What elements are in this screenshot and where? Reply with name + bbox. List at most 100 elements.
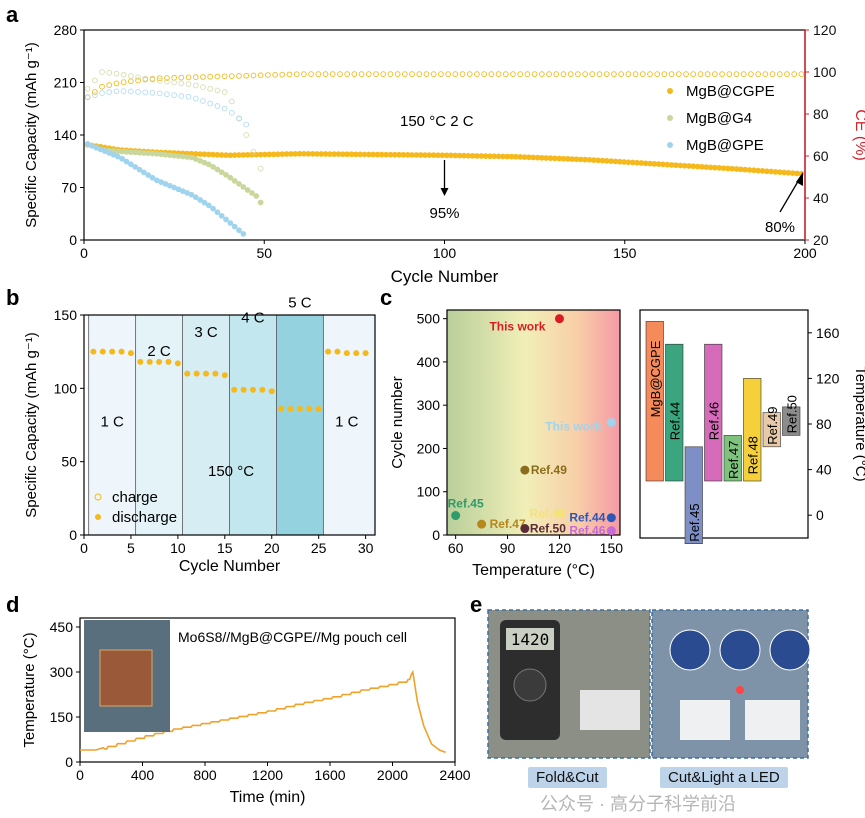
chart-c2-bar-label: Ref.50 [784,395,799,433]
chart-a-point-MgB@G4-capacity [210,163,216,170]
chart-b-point-discharge [343,350,350,357]
chart-b-ytick-label: 100 [54,380,78,396]
chart-c-xtick-label: 150 [600,540,624,556]
chart-c-point [451,511,461,521]
chart-b-point-discharge [203,370,210,377]
chart-a-point-MgB@GPE-capacity [214,209,221,216]
chart-a-point-MgB@CGPE-CE [560,71,567,77]
chart-a-point-MgB@G4-capacity [218,169,225,176]
chart-b-xtick-label: 30 [358,540,374,556]
led-light [736,686,744,694]
chart-a-point-MgB@CGPE-CE [481,71,488,77]
chart-d-xtick-label: 1600 [314,767,345,783]
chart-c2-bar [684,446,703,544]
chart-c-xtick-label: 90 [500,540,516,556]
chart-a-point-MgB@GPE-CE [200,98,206,104]
chart-a-point-MgB@GPE-CE [236,115,242,122]
chart-a-point-MgB@CGPE-CE [438,71,444,77]
chart-a-point-MgB@GPE-CE [228,109,235,116]
chart-a-point-MgB@CGPE-CE [719,71,725,77]
chart-b-xtick-label: 15 [217,540,233,556]
chart-c2-bar-label: Ref.45 [687,503,702,541]
chart-a-point-MgB@GPE-CE [99,90,105,96]
chart-a-point-MgB@CGPE-CE [769,71,776,77]
chart-a-y2tick-label: 100 [813,64,837,80]
chart-b-point-discharge [127,350,134,357]
chart-b-point-discharge [193,370,200,377]
chart-a-legend-label: MgB@GPE [686,137,764,154]
chart-a-point-MgB@GPE-CE [91,92,98,98]
chart-a-point-MgB@G4-capacity [223,172,229,178]
chart-a-xlabel: Cycle Number [391,267,499,286]
chart-b-point-discharge [156,358,163,365]
chart-b-frame [83,314,376,536]
chart-a-point-MgB@CGPE-CE [510,71,516,77]
chart-a-point-MgB@CGPE-CE [120,79,127,85]
chart-c-xtick-label: 60 [448,540,464,556]
chart-a-point-MgB@CGPE-CE [250,72,257,79]
chart-a-point-MgB@GPE-capacity [192,194,199,201]
chart-a-point-MgB@CGPE-CE [337,71,343,77]
chart-c-ytick-label: 400 [417,354,441,370]
chart-a-point-MgB@CGPE-CE [466,71,473,77]
chart-a-point-MgB@GPE-capacity [132,164,139,170]
chart-a-point-MgB@G4-CE [228,98,235,105]
chart-a-point-MgB@GPE-capacity [227,220,234,226]
chart-a-point-MgB@CGPE-CE [91,89,98,95]
chart-b-point-discharge [137,358,144,365]
chart-a-ytick-label: 0 [69,232,77,248]
chart-c-point-label: Ref.45 [448,497,484,511]
chart-c-ytick-label: 300 [417,397,441,413]
chart-b-point-discharge [334,348,341,355]
chart-a-point-MgB@GPE-CE [156,90,163,97]
chart-a-point-MgB@GPE-capacity [231,223,238,230]
chart-d-ytick-label: 300 [50,664,74,680]
chart-a-arrowhead-80 [796,172,803,186]
chart-a-point-MgB@CGPE-CE [185,74,192,81]
chart-a-point-MgB@GPE-capacity [223,216,229,223]
chart-a-point-MgB@CGPE-CE [365,71,372,77]
chart-a-point-MgB@G4-capacity [227,174,234,181]
chart-c2-bar [723,435,742,482]
chart-d-xtick-label: 2000 [377,767,408,783]
chart-a-point-MgB@CGPE-CE [200,74,206,80]
chart-b-xtick-label: 0 [80,540,88,556]
chart-b-legend-discharge: discharge [112,509,177,526]
chart-c-ylabel: Cycle number [389,376,406,469]
chart-b-rate-label: 1 C [335,414,359,431]
chart-a-point-MgB@G4-CE [250,148,257,155]
chart-a-point-MgB@GPE-capacity [197,197,203,203]
chart-a-point-MgB@G4-CE [207,85,214,92]
chart-a-point-MgB@GPE-capacity [210,205,216,212]
chart-d-xtick-label: 2400 [439,767,470,783]
chart-a-ytick-label: 70 [61,180,77,196]
chart-a-point-MgB@GPE-CE [128,88,134,95]
chart-a-point-MgB@CGPE-CE [257,72,264,79]
chart-b-point-discharge [231,386,238,393]
chart-a-point-MgB@CGPE-CE [394,71,401,77]
chart-b-legend-charge: charge [112,489,158,506]
chart-c2-bar [665,343,684,482]
chart-a-point-MgB@GPE-capacity [240,231,247,237]
chart-a-point-MgB@G4-CE [221,89,228,96]
chart-a-point-MgB@GPE-capacity [218,213,225,219]
label-cut-light-led: Cut&Light a LED [660,767,788,788]
chart-a-ylabel: Specific Capacity (mAh g⁻¹) [23,42,40,227]
chart-a-point-MgB@CGPE-CE [358,71,365,77]
chart-a-point-MgB@CGPE-CE [301,71,307,77]
chart-a-point-MgB@GPE-CE [192,95,199,102]
chart-c2-bar-label: MgB@CGPE [648,340,663,417]
chart-d-xtick-label: 800 [193,767,217,783]
chart-c2-ytick-label: 80 [816,416,832,432]
pouch-cell-body [99,649,153,707]
chart-c-point-label: Ref.48 [529,506,565,520]
chart-b-xtick-label: 25 [311,540,327,556]
chart-a-point-MgB@CGPE-CE [668,71,675,77]
chart-b-xtick-label: 5 [127,540,135,556]
chart-a-point-MgB@CGPE-CE [675,71,682,77]
chart-a-point-MgB@CGPE-CE [517,71,524,77]
chart-a-point-MgB@G4-capacity [244,187,251,193]
chart-c2-bar-label: Ref.46 [706,402,721,440]
chart-c-point-label: Ref.50 [530,522,566,536]
chart-b-ytick-label: 50 [61,454,77,470]
